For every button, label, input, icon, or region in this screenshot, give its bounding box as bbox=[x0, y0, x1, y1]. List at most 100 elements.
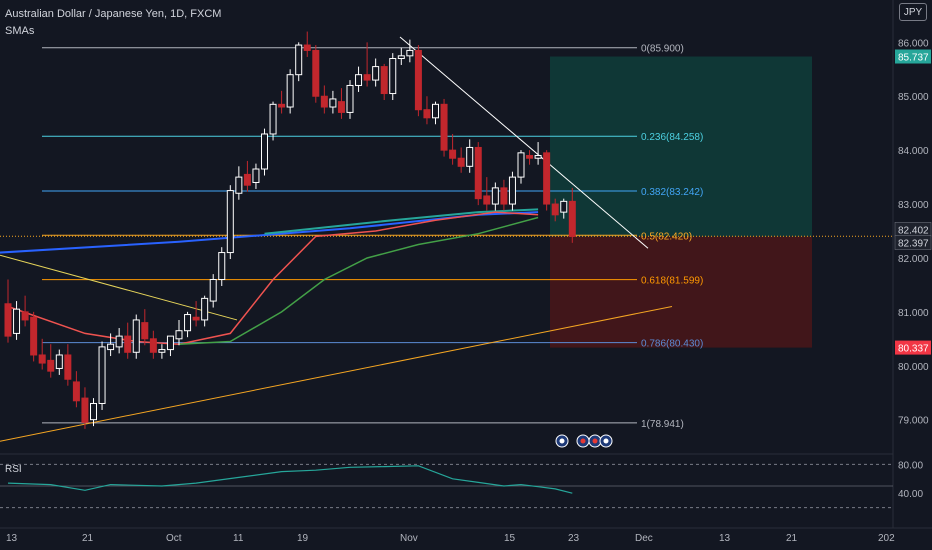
candle-body[interactable] bbox=[432, 103, 439, 119]
candle-body[interactable] bbox=[47, 359, 55, 372]
candle-body[interactable] bbox=[64, 354, 72, 380]
candle-body[interactable] bbox=[355, 74, 363, 86]
time-axis[interactable]: 13 21 Oct 11 19 Nov 15 23 Dec 13 21 202 bbox=[0, 527, 932, 544]
time-tick-label: 13 bbox=[719, 533, 731, 544]
candle-body[interactable] bbox=[98, 346, 106, 404]
time-tick-label: 15 bbox=[504, 533, 516, 544]
candle-body[interactable] bbox=[526, 155, 534, 159]
trendline-descending-yellow[interactable] bbox=[0, 254, 238, 321]
candle-body[interactable] bbox=[363, 74, 371, 81]
target-zone[interactable] bbox=[550, 56, 812, 237]
economic-event-flag-icon bbox=[592, 438, 598, 444]
candle-body[interactable] bbox=[329, 98, 337, 108]
candle-body[interactable] bbox=[295, 44, 303, 76]
price-tick-label: 81.000 bbox=[898, 308, 929, 319]
price-tag-box bbox=[895, 340, 931, 355]
candle-body[interactable] bbox=[508, 176, 516, 205]
price-axis[interactable]: 86.000 85.000 84.000 83.000 82.000 81.000 80.0… bbox=[892, 0, 932, 528]
candles[interactable] bbox=[4, 31, 576, 429]
candle-body[interactable] bbox=[235, 176, 243, 194]
candle-body[interactable] bbox=[261, 133, 268, 170]
candle-body[interactable] bbox=[55, 354, 63, 369]
candle-body[interactable] bbox=[440, 103, 448, 151]
price-tick-label: 80.000 bbox=[898, 362, 929, 373]
candle-body[interactable] bbox=[158, 349, 166, 353]
price-tick-label: 84.000 bbox=[898, 146, 929, 157]
candle-body[interactable] bbox=[218, 252, 226, 281]
candle-body[interactable] bbox=[560, 200, 568, 213]
candle-body[interactable] bbox=[543, 152, 551, 205]
price-tag-label: 82.402 bbox=[898, 225, 929, 236]
candle-body[interactable] bbox=[72, 381, 80, 402]
candle-body[interactable] bbox=[534, 155, 542, 159]
candle-body[interactable] bbox=[115, 335, 123, 348]
price-tag-label: 80.337 bbox=[898, 344, 929, 355]
candle-body[interactable] bbox=[286, 74, 294, 108]
candle-body[interactable] bbox=[337, 101, 345, 113]
currency-badge[interactable]: JPY bbox=[899, 3, 927, 21]
candle-body[interactable] bbox=[320, 95, 328, 108]
fib-level-label: 0.236(84.258) bbox=[641, 132, 703, 143]
candle-body[interactable] bbox=[201, 297, 209, 321]
price-tick-label: 83.000 bbox=[898, 200, 929, 211]
candle-body[interactable] bbox=[346, 84, 354, 113]
candle-body[interactable] bbox=[107, 343, 115, 351]
price-tick-label: 86.000 bbox=[898, 38, 929, 49]
candle-body[interactable] bbox=[30, 316, 38, 356]
candle-body[interactable] bbox=[466, 146, 474, 167]
trendline-ascending-orange[interactable] bbox=[0, 305, 673, 442]
candle-body[interactable] bbox=[175, 330, 183, 340]
candle-body[interactable] bbox=[38, 354, 46, 364]
candle-body[interactable] bbox=[517, 152, 525, 178]
candle-body[interactable] bbox=[389, 58, 397, 95]
candle-body[interactable] bbox=[449, 149, 457, 159]
candle-body[interactable] bbox=[21, 311, 29, 321]
sma-teal-line bbox=[264, 208, 539, 235]
candle-body[interactable] bbox=[483, 195, 491, 205]
candle-body[interactable] bbox=[551, 203, 559, 216]
candle-body[interactable] bbox=[141, 322, 149, 340]
candle-body[interactable] bbox=[312, 49, 320, 97]
candle-body[interactable] bbox=[149, 338, 157, 353]
stop-zone[interactable] bbox=[550, 236, 812, 348]
candle-body[interactable] bbox=[184, 314, 192, 332]
candle-body[interactable] bbox=[491, 187, 499, 205]
candle-body[interactable] bbox=[414, 49, 422, 111]
candle-body[interactable] bbox=[568, 200, 576, 237]
fib-level-label: 0.382(83.242) bbox=[641, 187, 703, 198]
indicator-label[interactable]: SMAs bbox=[5, 25, 35, 37]
economic-event-flag-icon bbox=[603, 438, 609, 444]
economic-event-flag-icon bbox=[559, 438, 565, 444]
candle-body[interactable] bbox=[243, 173, 251, 186]
candle-body[interactable] bbox=[132, 319, 140, 353]
candle-body[interactable] bbox=[166, 335, 174, 351]
candle-body[interactable] bbox=[252, 168, 260, 183]
candle-body[interactable] bbox=[90, 402, 97, 421]
candle-body[interactable] bbox=[500, 187, 508, 205]
economic-events[interactable] bbox=[555, 434, 613, 448]
candle-body[interactable] bbox=[124, 335, 132, 353]
candle-body[interactable] bbox=[372, 66, 380, 81]
candle-body[interactable] bbox=[226, 190, 234, 254]
time-tick-label: Dec bbox=[635, 533, 653, 544]
candle-body[interactable] bbox=[303, 44, 311, 51]
candle-body[interactable] bbox=[192, 316, 200, 321]
candle-body[interactable] bbox=[209, 279, 217, 302]
candle-body[interactable] bbox=[457, 157, 465, 167]
candle-body[interactable] bbox=[406, 49, 414, 57]
candle-body[interactable] bbox=[397, 55, 405, 60]
candle-body[interactable] bbox=[474, 146, 482, 200]
trendline-descending-white[interactable] bbox=[399, 36, 649, 249]
candle-body[interactable] bbox=[13, 308, 21, 334]
candle-body[interactable] bbox=[269, 103, 277, 135]
candle-body[interactable] bbox=[423, 109, 431, 119]
fib-level-label: 0.786(80.430) bbox=[641, 339, 703, 350]
time-tick-label: 21 bbox=[786, 533, 798, 544]
symbol-title: Australian Dollar / Japanese Yen, 1D, FX… bbox=[5, 8, 222, 20]
candle-body[interactable] bbox=[380, 66, 388, 95]
candle-body[interactable] bbox=[278, 103, 286, 108]
candle-body[interactable] bbox=[4, 303, 12, 337]
rsi-label[interactable]: RSI bbox=[5, 464, 22, 475]
candle-body[interactable] bbox=[81, 397, 89, 423]
